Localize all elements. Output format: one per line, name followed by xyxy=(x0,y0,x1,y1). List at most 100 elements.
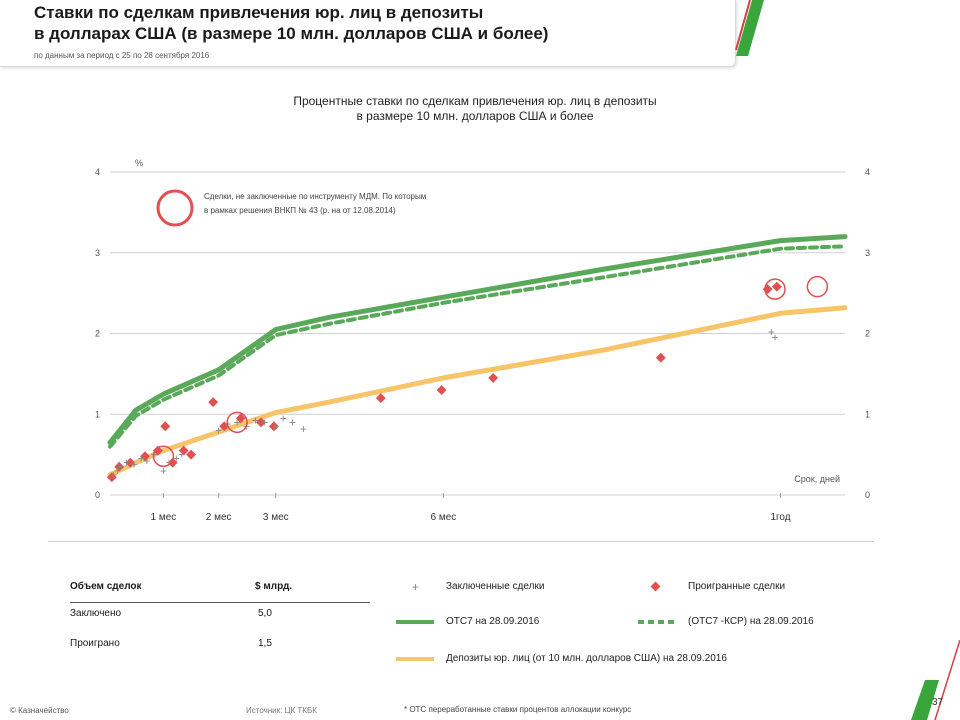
x-tick-label: 1 мес xyxy=(151,512,177,523)
footer-stripe-icon xyxy=(911,640,960,720)
header-title-line1: Ставки по сделкам привлечения юр. лиц в … xyxy=(34,3,484,22)
chart-title-line1: Процентные ставки по сделкам привлечения… xyxy=(293,94,657,108)
closed-deal-point: + xyxy=(123,456,130,470)
chart-title: Процентные ставки по сделкам привлечения… xyxy=(150,94,800,124)
lost-deal-point xyxy=(178,445,189,456)
series-line-1 xyxy=(108,244,847,449)
y-tick-label-right: 3 xyxy=(865,248,870,258)
closed-deal-point: + xyxy=(771,331,778,345)
series-lines xyxy=(107,234,848,478)
lost-deal-point xyxy=(655,352,666,363)
closed-deal-point: + xyxy=(165,456,172,470)
lost-deal-point xyxy=(186,449,197,460)
lost-deal-point xyxy=(167,457,178,468)
legend-otc-ksr-label: (ОТС7 -КСР) на 28.09.2016 xyxy=(688,616,814,627)
closed-deal-point: + xyxy=(173,452,180,466)
annotation-circle-icon xyxy=(156,189,194,227)
lost-deal-point xyxy=(235,413,246,424)
volume-row-label: Проиграно xyxy=(70,638,120,649)
y-axis-label: % xyxy=(135,158,143,168)
header-panel: Ставки по сделкам привлечения юр. лиц в … xyxy=(0,0,736,67)
closed-deal-point: + xyxy=(261,415,268,429)
volume-row-closed: Заключено 5,0 xyxy=(70,603,370,633)
chart-title-line2: в размере 10 млн. долларов США и более xyxy=(356,109,594,123)
y-tick-label-right: 0 xyxy=(865,490,870,500)
closed-deal-point: + xyxy=(768,325,775,339)
closed-deal-point: + xyxy=(234,415,241,429)
closed-deal-point: + xyxy=(114,464,121,478)
y-tick-label-right: 2 xyxy=(865,329,870,339)
x-tick-label: 1год xyxy=(770,512,790,523)
y-tick-label-right: 4 xyxy=(865,167,870,177)
lost-deal-point xyxy=(771,281,782,292)
chart-grid xyxy=(110,171,845,496)
volume-table: Объем сделок $ млрд. Заключено 5,0 Проиг… xyxy=(70,576,370,663)
legend-lost-label: Проигранные сделки xyxy=(688,581,786,592)
volume-header-label: Объем сделок xyxy=(70,581,142,592)
x-axis-label: Срок, дней xyxy=(794,474,840,484)
legend-closed-label: Заключенные сделки xyxy=(446,581,545,592)
header-title-line2: в долларах США (в размере 10 млн. доллар… xyxy=(34,24,549,43)
closed-deal-point: + xyxy=(110,468,117,482)
lost-deal-point xyxy=(160,421,171,432)
x-tick-label: 3 мес xyxy=(263,512,289,523)
circled-deal-marker xyxy=(226,411,248,434)
y-tick-label-left: 0 xyxy=(95,490,100,500)
lost-marker-icon xyxy=(650,581,661,592)
deposits-line-icon xyxy=(396,657,434,661)
page-number: 37 xyxy=(932,697,944,708)
closed-deal-point: + xyxy=(143,454,150,468)
volume-row-value: 5,0 xyxy=(258,608,272,619)
header-title: Ставки по сделкам привлечения юр. лиц в … xyxy=(34,2,724,44)
closed-deal-point: + xyxy=(252,414,259,428)
closed-deal-point: + xyxy=(130,457,137,471)
closed-deal-point: + xyxy=(280,411,287,425)
lost-deal-point xyxy=(375,393,386,404)
volume-row-lost: Проиграно 1,5 xyxy=(70,633,370,663)
volume-row-label: Заключено xyxy=(70,608,122,619)
circled-deal-marker xyxy=(152,445,175,467)
lost-deal-point xyxy=(256,417,267,428)
x-axis: Срок, дней 1 мес 2 мес 3 мес 6 мес 1год xyxy=(151,474,840,523)
y-tick-label-left: 4 xyxy=(95,167,100,177)
x-tick-label: 6 мес xyxy=(431,512,457,523)
otc-ksr-line-icon xyxy=(638,620,676,624)
lost-deal-point xyxy=(208,397,219,408)
annotation-line2: в рамках решения ВНКП № 43 (р. на от 12.… xyxy=(204,206,396,215)
footer-source: Источник: ЦК ТКБК xyxy=(246,706,317,715)
volume-row-value: 1,5 xyxy=(258,638,272,649)
lost-deal-point xyxy=(436,385,447,395)
volume-table-header: Объем сделок $ млрд. xyxy=(70,576,370,603)
y-tick-label-left: 1 xyxy=(95,409,100,419)
closed-deal-point: + xyxy=(118,460,125,474)
y-tick-label-left: 2 xyxy=(95,329,100,339)
svg-text:+: + xyxy=(412,581,419,593)
x-tick-label: 2 мес xyxy=(206,512,232,523)
closed-deal-point: + xyxy=(178,448,185,462)
lost-deal-point xyxy=(762,284,773,295)
circled-deal-marker xyxy=(806,275,829,298)
closed-deal-point: + xyxy=(215,423,222,437)
closed-deal-point: + xyxy=(300,422,307,436)
legend-otc-label: ОТС7 на 28.09.2016 xyxy=(446,616,540,627)
series-line-0 xyxy=(107,234,848,445)
footer-left: © Казначейство xyxy=(10,706,69,715)
corner-stripe-icon xyxy=(735,0,764,56)
lost-deal-point xyxy=(152,445,163,456)
lost-deal-point xyxy=(488,372,499,383)
section-divider xyxy=(48,541,874,542)
rates-chart: 0 0 1 1 2 2 3 3 4 4% Срок, дней 1 мес 2 мес 3 мес 6 м… xyxy=(95,158,870,523)
lost-deal-point xyxy=(268,421,279,432)
closed-deal-point: + xyxy=(138,452,145,466)
closed-marker-icon: + xyxy=(412,581,419,593)
lost-deal-point xyxy=(140,451,150,462)
y-tick-label-right: 1 xyxy=(865,409,870,419)
footer-note: * ОТС переработанные ставки процентов ал… xyxy=(404,705,632,714)
annotation-group: Сделки, не заключенные по инструменту МД… xyxy=(156,189,426,227)
series-line-2 xyxy=(107,305,848,478)
legend-deposits-label: Депозиты юр. лиц (от 10 млн. долларов СШ… xyxy=(446,653,727,664)
volume-header-unit: $ млрд. xyxy=(255,581,293,592)
closed-deal-point: + xyxy=(272,419,279,433)
y-axis: 0 0 1 1 2 2 3 3 4 4% xyxy=(95,158,870,500)
y-tick-label-left: 3 xyxy=(95,248,100,258)
